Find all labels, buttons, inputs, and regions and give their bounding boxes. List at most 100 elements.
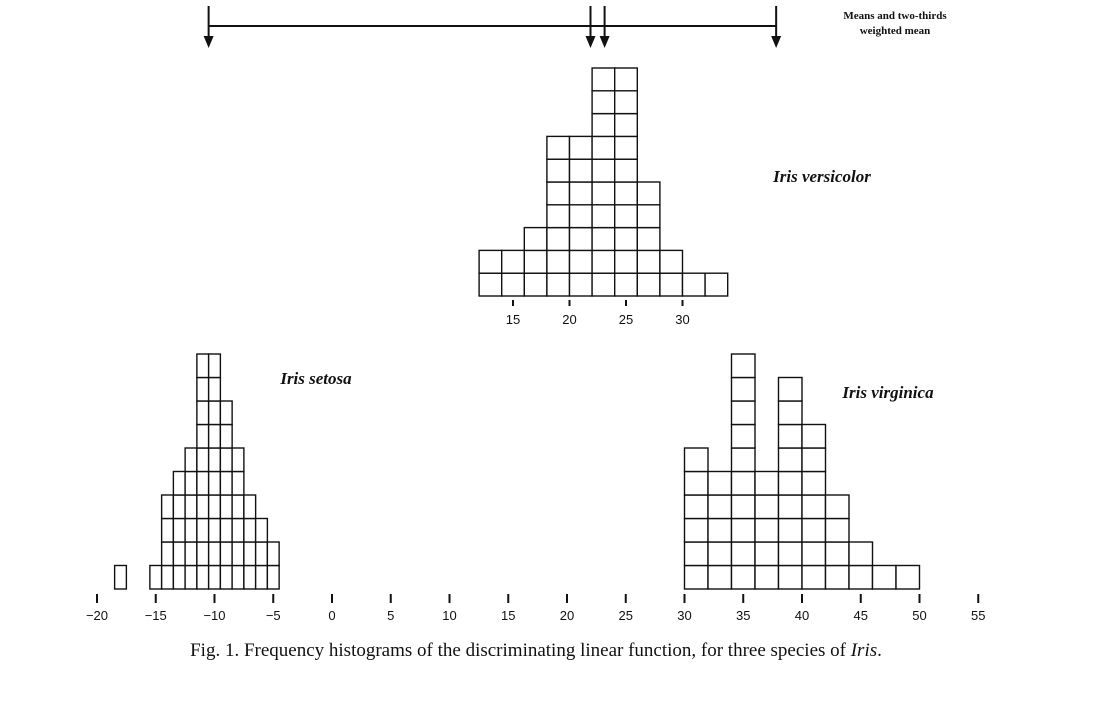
histogram-cell bbox=[172, 541, 186, 567]
histogram-cell bbox=[591, 67, 616, 92]
histogram-cell bbox=[730, 400, 756, 426]
histogram-cell bbox=[243, 564, 257, 590]
histogram-cell bbox=[113, 564, 128, 590]
histogram-cell bbox=[704, 272, 729, 297]
histogram-cell bbox=[219, 423, 233, 449]
histogram-cell bbox=[895, 564, 921, 590]
histogram-cell bbox=[196, 494, 210, 520]
histogram-cell bbox=[730, 494, 756, 520]
inset-axis-tick-label: 15 bbox=[506, 312, 520, 327]
figure-caption-suffix: . bbox=[877, 640, 882, 661]
histogram-cell bbox=[523, 226, 548, 252]
histogram-cell bbox=[478, 272, 503, 297]
histogram-cell bbox=[707, 470, 733, 496]
histogram-cell bbox=[266, 541, 280, 567]
histogram-cell bbox=[207, 400, 222, 426]
histogram-cell bbox=[636, 181, 661, 206]
main-axis-tick-label: −20 bbox=[86, 608, 108, 623]
histogram-cell bbox=[546, 204, 571, 229]
histogram-cell bbox=[754, 470, 780, 496]
histogram-cell bbox=[196, 353, 210, 379]
histogram-cell bbox=[568, 272, 593, 297]
histogram-cell bbox=[172, 494, 186, 520]
histogram-cell bbox=[777, 564, 803, 590]
histogram-cell bbox=[254, 541, 269, 567]
histogram-cell bbox=[801, 564, 827, 590]
histogram-cell bbox=[184, 494, 198, 520]
histogram-cell bbox=[266, 564, 280, 590]
histogram-cell bbox=[591, 112, 616, 138]
histogram-cell bbox=[196, 541, 210, 567]
histogram-cell bbox=[659, 249, 684, 274]
histogram-cell bbox=[824, 541, 850, 567]
histogram-cell bbox=[196, 470, 210, 496]
histogram-cell bbox=[777, 470, 803, 496]
histogram-cell bbox=[848, 541, 874, 567]
histogram-cell bbox=[754, 494, 780, 520]
main-axis-tick-label: 35 bbox=[736, 608, 750, 623]
histogram-cell bbox=[681, 272, 706, 297]
histogram-cell bbox=[546, 272, 571, 297]
histogram-cell bbox=[683, 517, 709, 543]
histogram-cell bbox=[730, 517, 756, 543]
histogram-cell bbox=[254, 517, 269, 543]
main-axis-tick-label: 50 bbox=[912, 608, 926, 623]
histogram-cell bbox=[707, 517, 733, 543]
histogram-cell bbox=[478, 249, 503, 274]
histogram-cell bbox=[777, 494, 803, 520]
histogram-cell bbox=[501, 249, 526, 274]
histogram-cell bbox=[824, 564, 850, 590]
histogram-cell bbox=[243, 494, 257, 520]
histogram-cell bbox=[219, 400, 233, 426]
mean-arrow-head bbox=[771, 36, 782, 48]
histogram-cell bbox=[568, 181, 593, 206]
main-axis-tick-label: 30 bbox=[677, 608, 691, 623]
histogram-cell bbox=[207, 494, 222, 520]
histogram-cell bbox=[636, 226, 661, 252]
histogram-cell bbox=[207, 541, 222, 567]
versicolor-inset-axis: 15 20 25 30 bbox=[506, 300, 690, 327]
series-label-virginica: Iris virginica bbox=[841, 383, 934, 402]
histogram-cell bbox=[591, 249, 616, 274]
inset-axis-tick-label: 25 bbox=[619, 312, 633, 327]
histogram-cell bbox=[196, 400, 210, 426]
histogram-cell bbox=[160, 564, 175, 590]
histogram-cell bbox=[730, 376, 756, 402]
figure-caption-prefix: Fig. 1. Frequency histograms of the disc… bbox=[190, 640, 851, 661]
inset-axis-tick-label: 20 bbox=[562, 312, 576, 327]
histogram-cell bbox=[196, 423, 210, 449]
histogram-cell bbox=[824, 494, 850, 520]
histogram-cell bbox=[683, 564, 709, 590]
histogram-cell bbox=[777, 423, 803, 449]
histogram-cell bbox=[546, 158, 571, 183]
histogram-cell bbox=[801, 517, 827, 543]
histogram-cell bbox=[219, 447, 233, 473]
histogram-cell bbox=[207, 470, 222, 496]
histogram-cell bbox=[546, 135, 571, 160]
mean-markers bbox=[203, 6, 782, 48]
main-axis-tick-label: −15 bbox=[145, 608, 167, 623]
histogram-cell bbox=[591, 226, 616, 252]
series-label-setosa: Iris setosa bbox=[279, 369, 352, 388]
histogram-cell bbox=[614, 158, 639, 183]
histogram-cell bbox=[207, 376, 222, 402]
histogram-cell bbox=[777, 376, 803, 402]
histogram-cell bbox=[196, 564, 210, 590]
histogram-cell bbox=[614, 204, 639, 229]
histogram-cell bbox=[196, 447, 210, 473]
mean-arrow-head bbox=[203, 36, 214, 48]
histogram-cell bbox=[683, 447, 709, 473]
histogram-cell bbox=[614, 226, 639, 252]
mean-arrow-head bbox=[585, 36, 596, 48]
main-axis-tick-label: 5 bbox=[387, 608, 394, 623]
histogram-cell bbox=[659, 272, 684, 297]
histogram-cell bbox=[591, 158, 616, 183]
histogram-cell bbox=[219, 494, 233, 520]
histogram-cell bbox=[591, 90, 616, 115]
histogram-cell bbox=[591, 272, 616, 297]
histogram-cell bbox=[730, 470, 756, 496]
histogram-cell bbox=[207, 423, 222, 449]
histogram-cell bbox=[591, 181, 616, 206]
histogram-cell bbox=[231, 564, 245, 590]
